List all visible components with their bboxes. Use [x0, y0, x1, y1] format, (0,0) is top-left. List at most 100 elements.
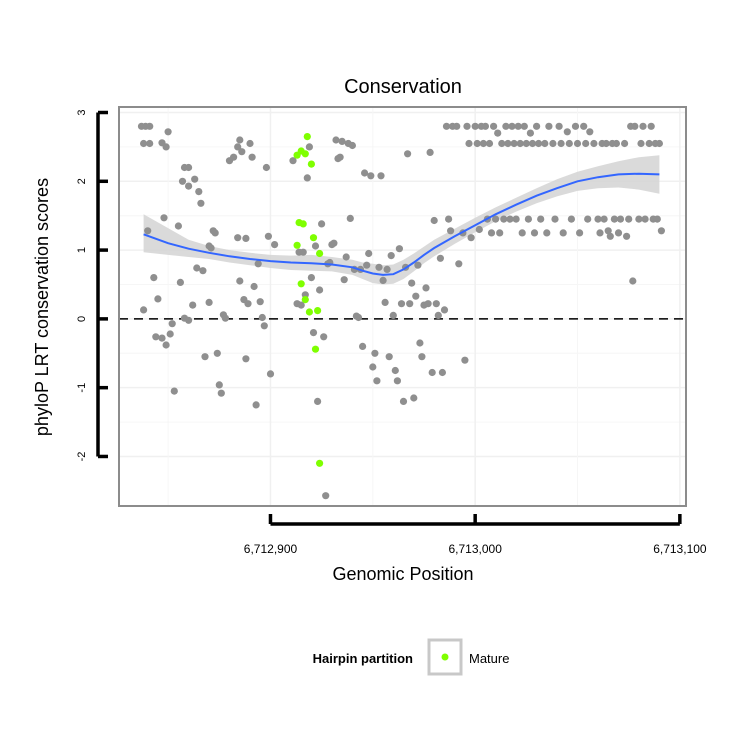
data-point	[340, 276, 348, 284]
data-point	[436, 254, 444, 262]
y-tick-label: 0	[76, 316, 88, 322]
data-point	[367, 172, 375, 180]
data-point	[389, 311, 397, 319]
data-point	[379, 276, 387, 284]
data-point	[189, 301, 197, 309]
data-point-mature	[305, 308, 313, 316]
data-point	[238, 148, 246, 156]
data-point	[442, 122, 451, 130]
axes: -2 -1 0 1 2 3 6,712,900 6,713,000 6,713,100	[76, 109, 707, 556]
legend: Hairpin partition Mature	[313, 638, 509, 676]
x-tick-label: 6,713,000	[449, 542, 503, 556]
plot-panel-border	[118, 106, 687, 507]
data-point	[551, 215, 559, 223]
data-point	[322, 492, 330, 500]
data-point	[461, 356, 469, 364]
data-point	[377, 172, 385, 180]
data-point	[363, 261, 371, 269]
data-point	[236, 277, 244, 285]
data-point	[162, 143, 170, 151]
data-point	[150, 274, 158, 282]
data-point	[404, 150, 412, 158]
data-point	[481, 122, 489, 130]
data-point	[590, 139, 598, 148]
data-point	[354, 313, 363, 322]
data-point-mature	[316, 249, 324, 258]
data-point	[242, 355, 250, 363]
data-point	[178, 177, 187, 185]
data-point	[191, 175, 199, 183]
data-point	[512, 215, 520, 223]
data-point	[479, 139, 487, 148]
data-point	[332, 136, 340, 144]
chart-title: Conservation	[344, 76, 462, 98]
data-point	[475, 225, 483, 234]
data-point	[266, 370, 275, 378]
data-point	[260, 322, 268, 330]
data-point	[467, 234, 475, 242]
data-point	[535, 139, 543, 148]
data-point	[582, 139, 590, 148]
data-point	[557, 139, 565, 148]
data-point	[217, 389, 225, 397]
legend-key-mature	[441, 653, 449, 661]
data-point-mature	[303, 133, 311, 141]
data-point	[565, 139, 573, 148]
data-point	[215, 381, 223, 389]
x-tick-label: 6,713,100	[653, 542, 707, 556]
data-point	[520, 122, 528, 130]
data-point	[621, 139, 629, 148]
data-point	[176, 278, 184, 286]
data-point	[657, 227, 666, 235]
data-point	[623, 232, 631, 240]
x-axis-title: Genomic Position	[332, 564, 473, 584]
data-points	[137, 122, 666, 500]
data-point	[453, 122, 461, 130]
data-point	[264, 232, 272, 240]
data-point	[381, 298, 389, 306]
data-point	[647, 122, 655, 130]
data-point	[391, 366, 399, 375]
data-point	[528, 139, 537, 148]
data-point	[490, 122, 498, 130]
data-point-mature	[316, 459, 324, 467]
data-point	[399, 397, 408, 405]
data-point	[426, 148, 434, 156]
data-point	[563, 128, 571, 136]
data-point	[246, 139, 254, 148]
data-point	[506, 215, 514, 223]
data-point	[610, 215, 619, 223]
data-point	[473, 139, 481, 148]
data-point-mature	[311, 345, 320, 353]
data-point	[580, 122, 588, 130]
data-point	[201, 353, 209, 361]
data-point	[418, 353, 426, 361]
data-point	[533, 122, 541, 130]
y-tick-label: -2	[76, 452, 88, 462]
legend-label-mature: Mature	[469, 651, 509, 666]
data-point	[629, 277, 637, 285]
data-point	[146, 122, 154, 130]
data-point	[234, 234, 242, 242]
data-point	[250, 282, 258, 291]
data-point	[375, 263, 383, 271]
data-point	[205, 298, 213, 306]
data-point	[140, 139, 148, 148]
data-point	[424, 300, 432, 308]
data-point	[213, 349, 221, 357]
data-point	[487, 229, 496, 237]
data-point	[140, 306, 148, 314]
data-point	[299, 248, 307, 256]
data-point	[207, 244, 215, 252]
data-point	[316, 286, 324, 294]
data-point	[571, 122, 580, 130]
data-point	[373, 377, 381, 385]
data-point	[508, 122, 516, 130]
data-point	[555, 122, 563, 130]
data-point	[318, 220, 326, 228]
data-point	[422, 284, 430, 292]
data-point	[393, 377, 401, 385]
data-point	[170, 387, 178, 395]
data-point	[645, 139, 653, 148]
